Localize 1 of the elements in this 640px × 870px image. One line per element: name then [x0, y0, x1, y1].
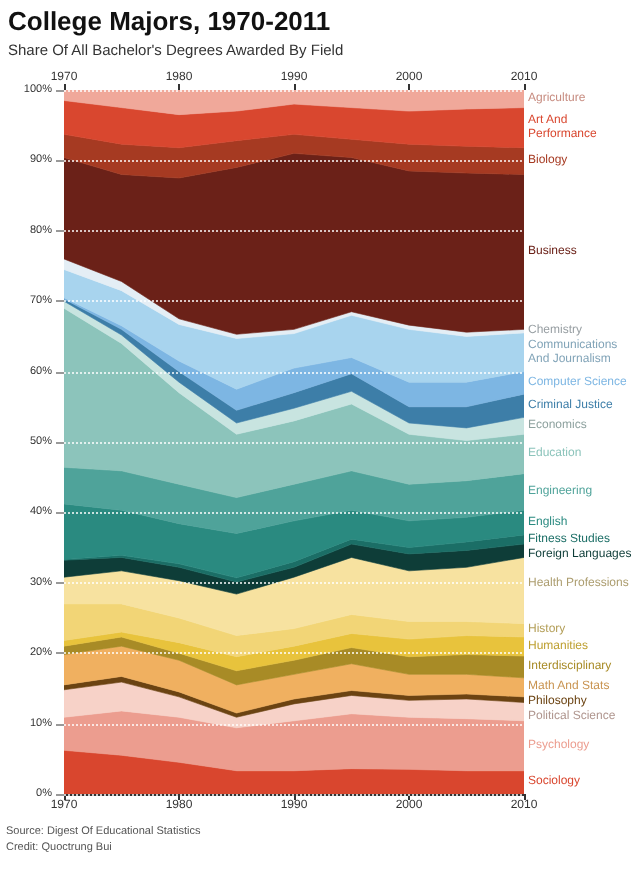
chart-title: College Majors, 1970-2011 [8, 6, 331, 36]
